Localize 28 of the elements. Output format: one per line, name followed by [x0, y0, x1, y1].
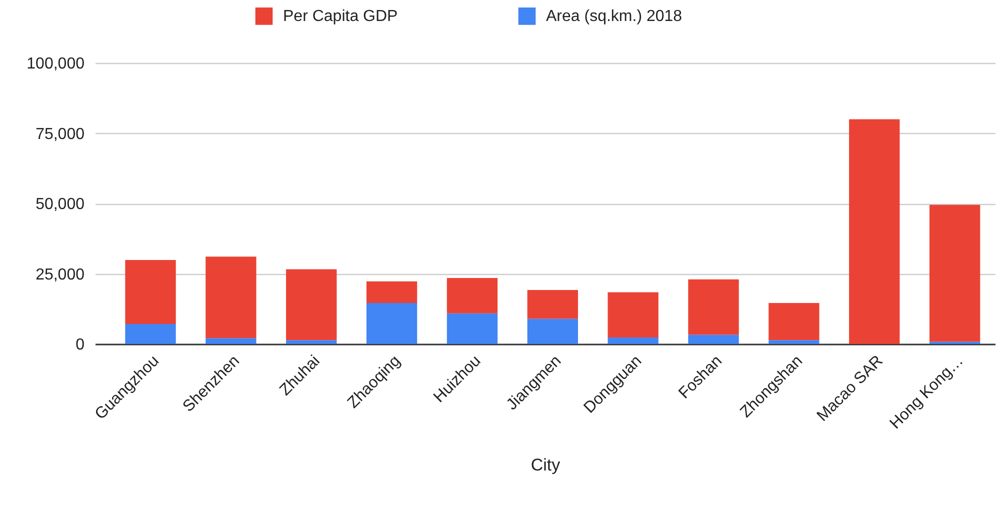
bar [688, 334, 739, 344]
bar [527, 290, 578, 319]
bar [366, 302, 418, 344]
bar [206, 256, 256, 338]
legend-label: Per Capita GDP [283, 8, 398, 26]
bar [527, 318, 578, 344]
bar [286, 340, 337, 344]
y-tick-label: 75,000 [36, 126, 85, 143]
y-tick-label: 50,000 [36, 196, 85, 213]
bar [125, 324, 176, 344]
bar [768, 340, 820, 344]
bar [768, 302, 820, 340]
y-tick-label: 0 [76, 336, 85, 354]
bar [286, 269, 337, 340]
bar [446, 313, 498, 344]
y-tick-label: 25,000 [36, 266, 85, 284]
y-tick-label: 100,000 [26, 56, 85, 72]
bar [446, 278, 498, 314]
bar [366, 281, 418, 303]
bar [608, 292, 658, 338]
bar [206, 338, 256, 344]
x-axis-title: City [530, 456, 561, 475]
legend-label: Area (sq.km.) 2018 [546, 8, 682, 26]
bar [688, 279, 739, 335]
bar [929, 204, 980, 342]
bar [608, 338, 658, 344]
bar [125, 260, 176, 324]
bar [849, 119, 900, 344]
